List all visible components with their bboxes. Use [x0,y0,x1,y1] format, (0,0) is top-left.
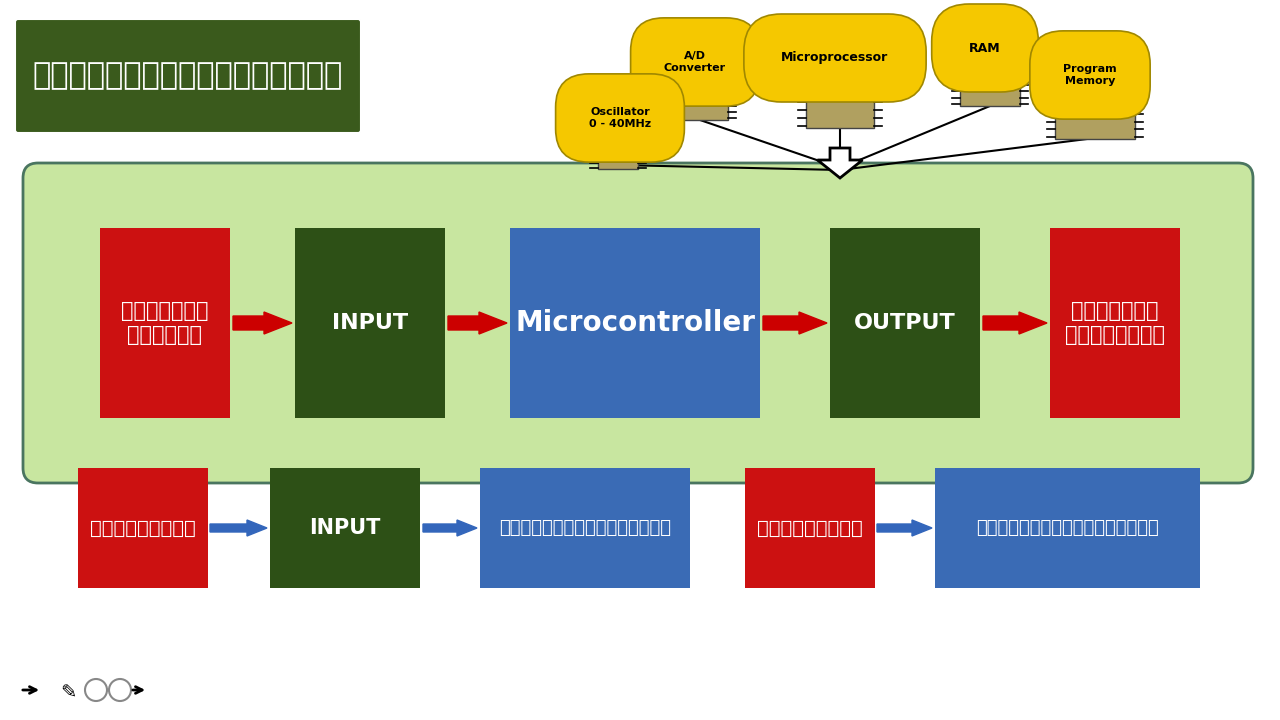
FancyArrow shape [422,520,477,536]
Text: INPUT: INPUT [332,313,408,333]
Text: Microprocessor: Microprocessor [781,52,888,65]
Text: มองภายนอกคล้ายกัน: มองภายนอกคล้ายกัน [33,61,343,91]
FancyArrow shape [210,520,268,536]
Text: ✎: ✎ [60,683,77,703]
Bar [960,74,1020,106]
FancyArrow shape [877,520,932,536]
Text: อุปกรณ์
อินพุต: อุปกรณ์ อินพุต [122,302,209,345]
FancyArrow shape [233,312,292,334]
Bar [934,468,1201,588]
Bar [294,228,445,418]
Bar [78,468,207,588]
Bar [806,88,874,128]
Text: ไมโครโปรเซสเซอร์: ไมโครโปรเซสเซอร์ [499,519,671,537]
FancyArrow shape [763,312,827,334]
FancyBboxPatch shape [15,19,361,133]
Text: อุปกรณ์
เอาต์พุต: อุปกรณ์ เอาต์พุต [1065,302,1165,345]
FancyArrow shape [983,312,1047,334]
Text: Program
Memory: Program Memory [1064,64,1117,86]
FancyArrow shape [818,148,863,178]
Bar [509,228,760,418]
Text: A/D
Converter: A/D Converter [664,51,726,73]
Text: ไมโครคอนโทรลเลอร์: ไมโครคอนโทรลเลอร์ [977,519,1158,537]
Bar [480,468,690,588]
Text: OUTPUT: OUTPUT [854,313,956,333]
Text: INPUT: INPUT [310,518,380,538]
FancyArrow shape [448,312,507,334]
FancyBboxPatch shape [23,163,1253,483]
Bar [1055,101,1135,139]
Bar [598,147,637,169]
Text: เซ็นเซอร์: เซ็นเซอร์ [90,518,196,538]
Text: RAM: RAM [969,42,1001,55]
Bar [745,468,876,588]
Bar [829,228,980,418]
Text: Microcontroller: Microcontroller [515,309,755,337]
Bar [100,228,230,418]
Bar [1050,228,1180,418]
Bar [672,90,727,120]
Bar [270,468,420,588]
Text: Oscillator
0 - 40MHz: Oscillator 0 - 40MHz [589,107,652,129]
Text: เซ็นเซอร์: เซ็นเซอร์ [758,518,863,538]
